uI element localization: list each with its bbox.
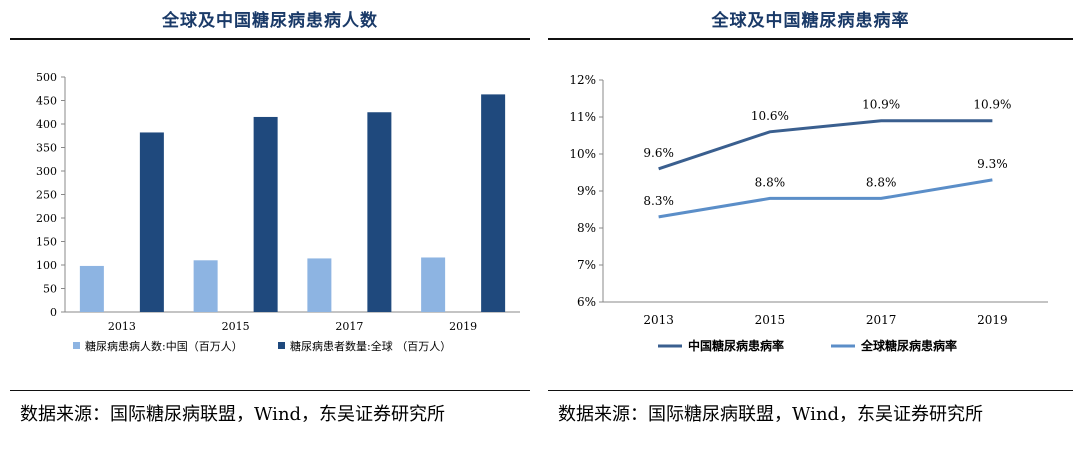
x-tick-label: 2019: [977, 313, 1008, 327]
y-tick-label: 0: [50, 306, 57, 319]
y-tick-label: 9%: [577, 184, 596, 198]
data-label: 9.6%: [643, 146, 674, 160]
y-tick-label: 350: [36, 142, 57, 155]
y-tick-label: 200: [36, 212, 57, 225]
x-tick-label: 2017: [866, 313, 897, 327]
y-tick-label: 6%: [577, 295, 596, 309]
bar: [421, 257, 446, 312]
right-source-note: 数据来源：国际糖尿病联盟，Wind，东吴证券研究所: [558, 404, 984, 425]
data-label: 10.9%: [973, 98, 1011, 112]
y-tick-label: 12%: [569, 73, 596, 87]
legend-label: 糖尿病患者数量:全球 （百万人）: [290, 339, 451, 353]
bar: [139, 132, 164, 312]
legend-label: 糖尿病患病人数:中国（百万人）: [85, 339, 243, 353]
line-chart: 6% 7% 8% 9% 10% 11% 12% 2013 2015 2017 2019 9.6% 10.…: [569, 73, 1048, 353]
y-tick-label: 7%: [577, 258, 596, 272]
data-label: 8.3%: [643, 194, 674, 208]
y-tick-label: 500: [36, 71, 57, 84]
y-tick-label: 300: [36, 165, 57, 178]
x-tick-label: 2017: [335, 320, 363, 333]
data-label: 9.3%: [977, 157, 1008, 171]
bar: [253, 116, 278, 312]
bar: [79, 265, 104, 312]
x-tick-label: 2013: [108, 320, 136, 333]
left-source-rule: [10, 390, 530, 391]
left-panel: 全球及中国糖尿病患病人数 0 50 100 150 200 250 300 350 400 450…: [10, 0, 530, 470]
y-tick-label: 11%: [569, 110, 596, 124]
y-tick-label: 450: [36, 95, 57, 108]
y-tick-label: 150: [36, 236, 57, 249]
bar: [193, 260, 218, 312]
x-tick-label: 2015: [222, 320, 250, 333]
series-line: [658, 178, 993, 219]
bar: [481, 94, 506, 312]
y-tick-label: 10%: [569, 147, 596, 161]
legend-swatch: [73, 342, 80, 349]
left-source-note: 数据来源：国际糖尿病联盟，Wind，东吴证券研究所: [20, 404, 446, 425]
y-tick-label: 250: [36, 189, 57, 202]
data-label: 8.8%: [866, 175, 897, 189]
data-label: 10.6%: [751, 109, 789, 123]
data-label: 10.9%: [862, 98, 900, 112]
y-tick-label: 8%: [577, 221, 596, 235]
right-source-rule: [548, 390, 1073, 391]
bar: [307, 258, 332, 312]
series-line: [658, 119, 993, 171]
y-tick-label: 100: [36, 259, 57, 272]
left-top-rule: [10, 38, 530, 40]
x-tick-label: 2013: [643, 313, 674, 327]
data-label: 8.8%: [755, 175, 786, 189]
y-tick-label: 50: [43, 283, 57, 296]
right-panel: 全球及中国糖尿病患病率 6% 7% 8% 9% 10% 11% 12% 2013 2015 201…: [548, 0, 1073, 470]
x-tick-label: 2019: [449, 320, 477, 333]
right-top-rule: [548, 38, 1073, 40]
bar: [367, 112, 392, 312]
x-tick-label: 2015: [755, 313, 786, 327]
right-chart-title: 全球及中国糖尿病患病率: [711, 11, 910, 31]
legend-swatch: [278, 342, 285, 349]
legend-label: 中国糖尿病患病率: [688, 338, 784, 353]
bar-chart: 0 50 100 150 200 250 300 350 400 450 500 2013 2015 20…: [36, 71, 520, 353]
left-chart-title: 全球及中国糖尿病患病人数: [162, 11, 378, 31]
y-tick-label: 400: [36, 118, 57, 131]
legend-label: 全球糖尿病患病率: [860, 338, 957, 353]
